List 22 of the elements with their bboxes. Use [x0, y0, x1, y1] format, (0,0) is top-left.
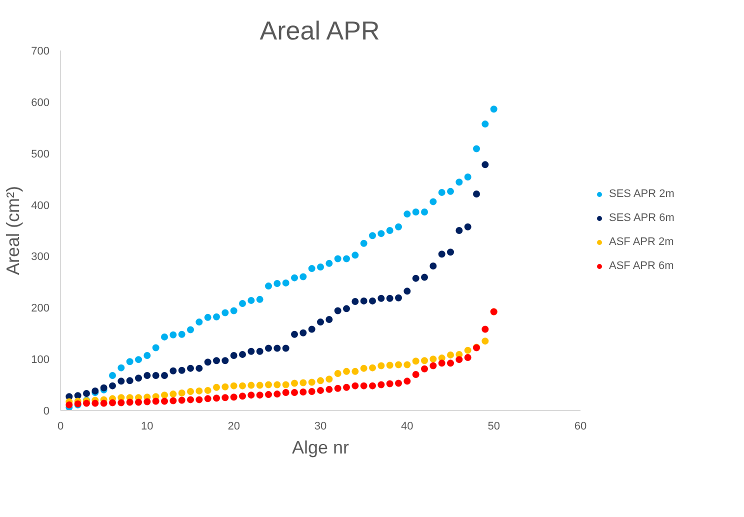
y-tick-label: 0	[43, 406, 50, 418]
y-tick-label: 400	[31, 200, 50, 212]
x-tick-label: 50	[488, 420, 500, 432]
legend-label: SES APR 2m	[609, 188, 674, 200]
y-tick-label: 600	[31, 96, 50, 109]
x-tick-label: 30	[314, 420, 327, 432]
x-tick-label: 10	[141, 420, 154, 432]
x-tick-label: 0	[57, 420, 64, 432]
chart-title: Areal APR	[260, 16, 380, 46]
y-tick-label: 200	[31, 302, 50, 315]
y-tick-label: 100	[31, 354, 50, 366]
x-tick-label: 20	[228, 420, 240, 432]
x-axis-title: Alge nr	[292, 438, 350, 458]
y-axis-title: Areal (cm²)	[3, 186, 24, 275]
legend-label: ASF APR 2m	[609, 236, 674, 248]
x-tick-label: 60	[574, 420, 587, 432]
legend-label: SES APR 6m	[609, 212, 674, 224]
x-tick-label: 40	[401, 420, 414, 432]
y-tick-label: 300	[31, 251, 50, 264]
legend-label: ASF APR 6m	[609, 260, 674, 272]
y-tick-label: 700	[31, 46, 50, 58]
y-tick-label: 500	[31, 148, 50, 160]
